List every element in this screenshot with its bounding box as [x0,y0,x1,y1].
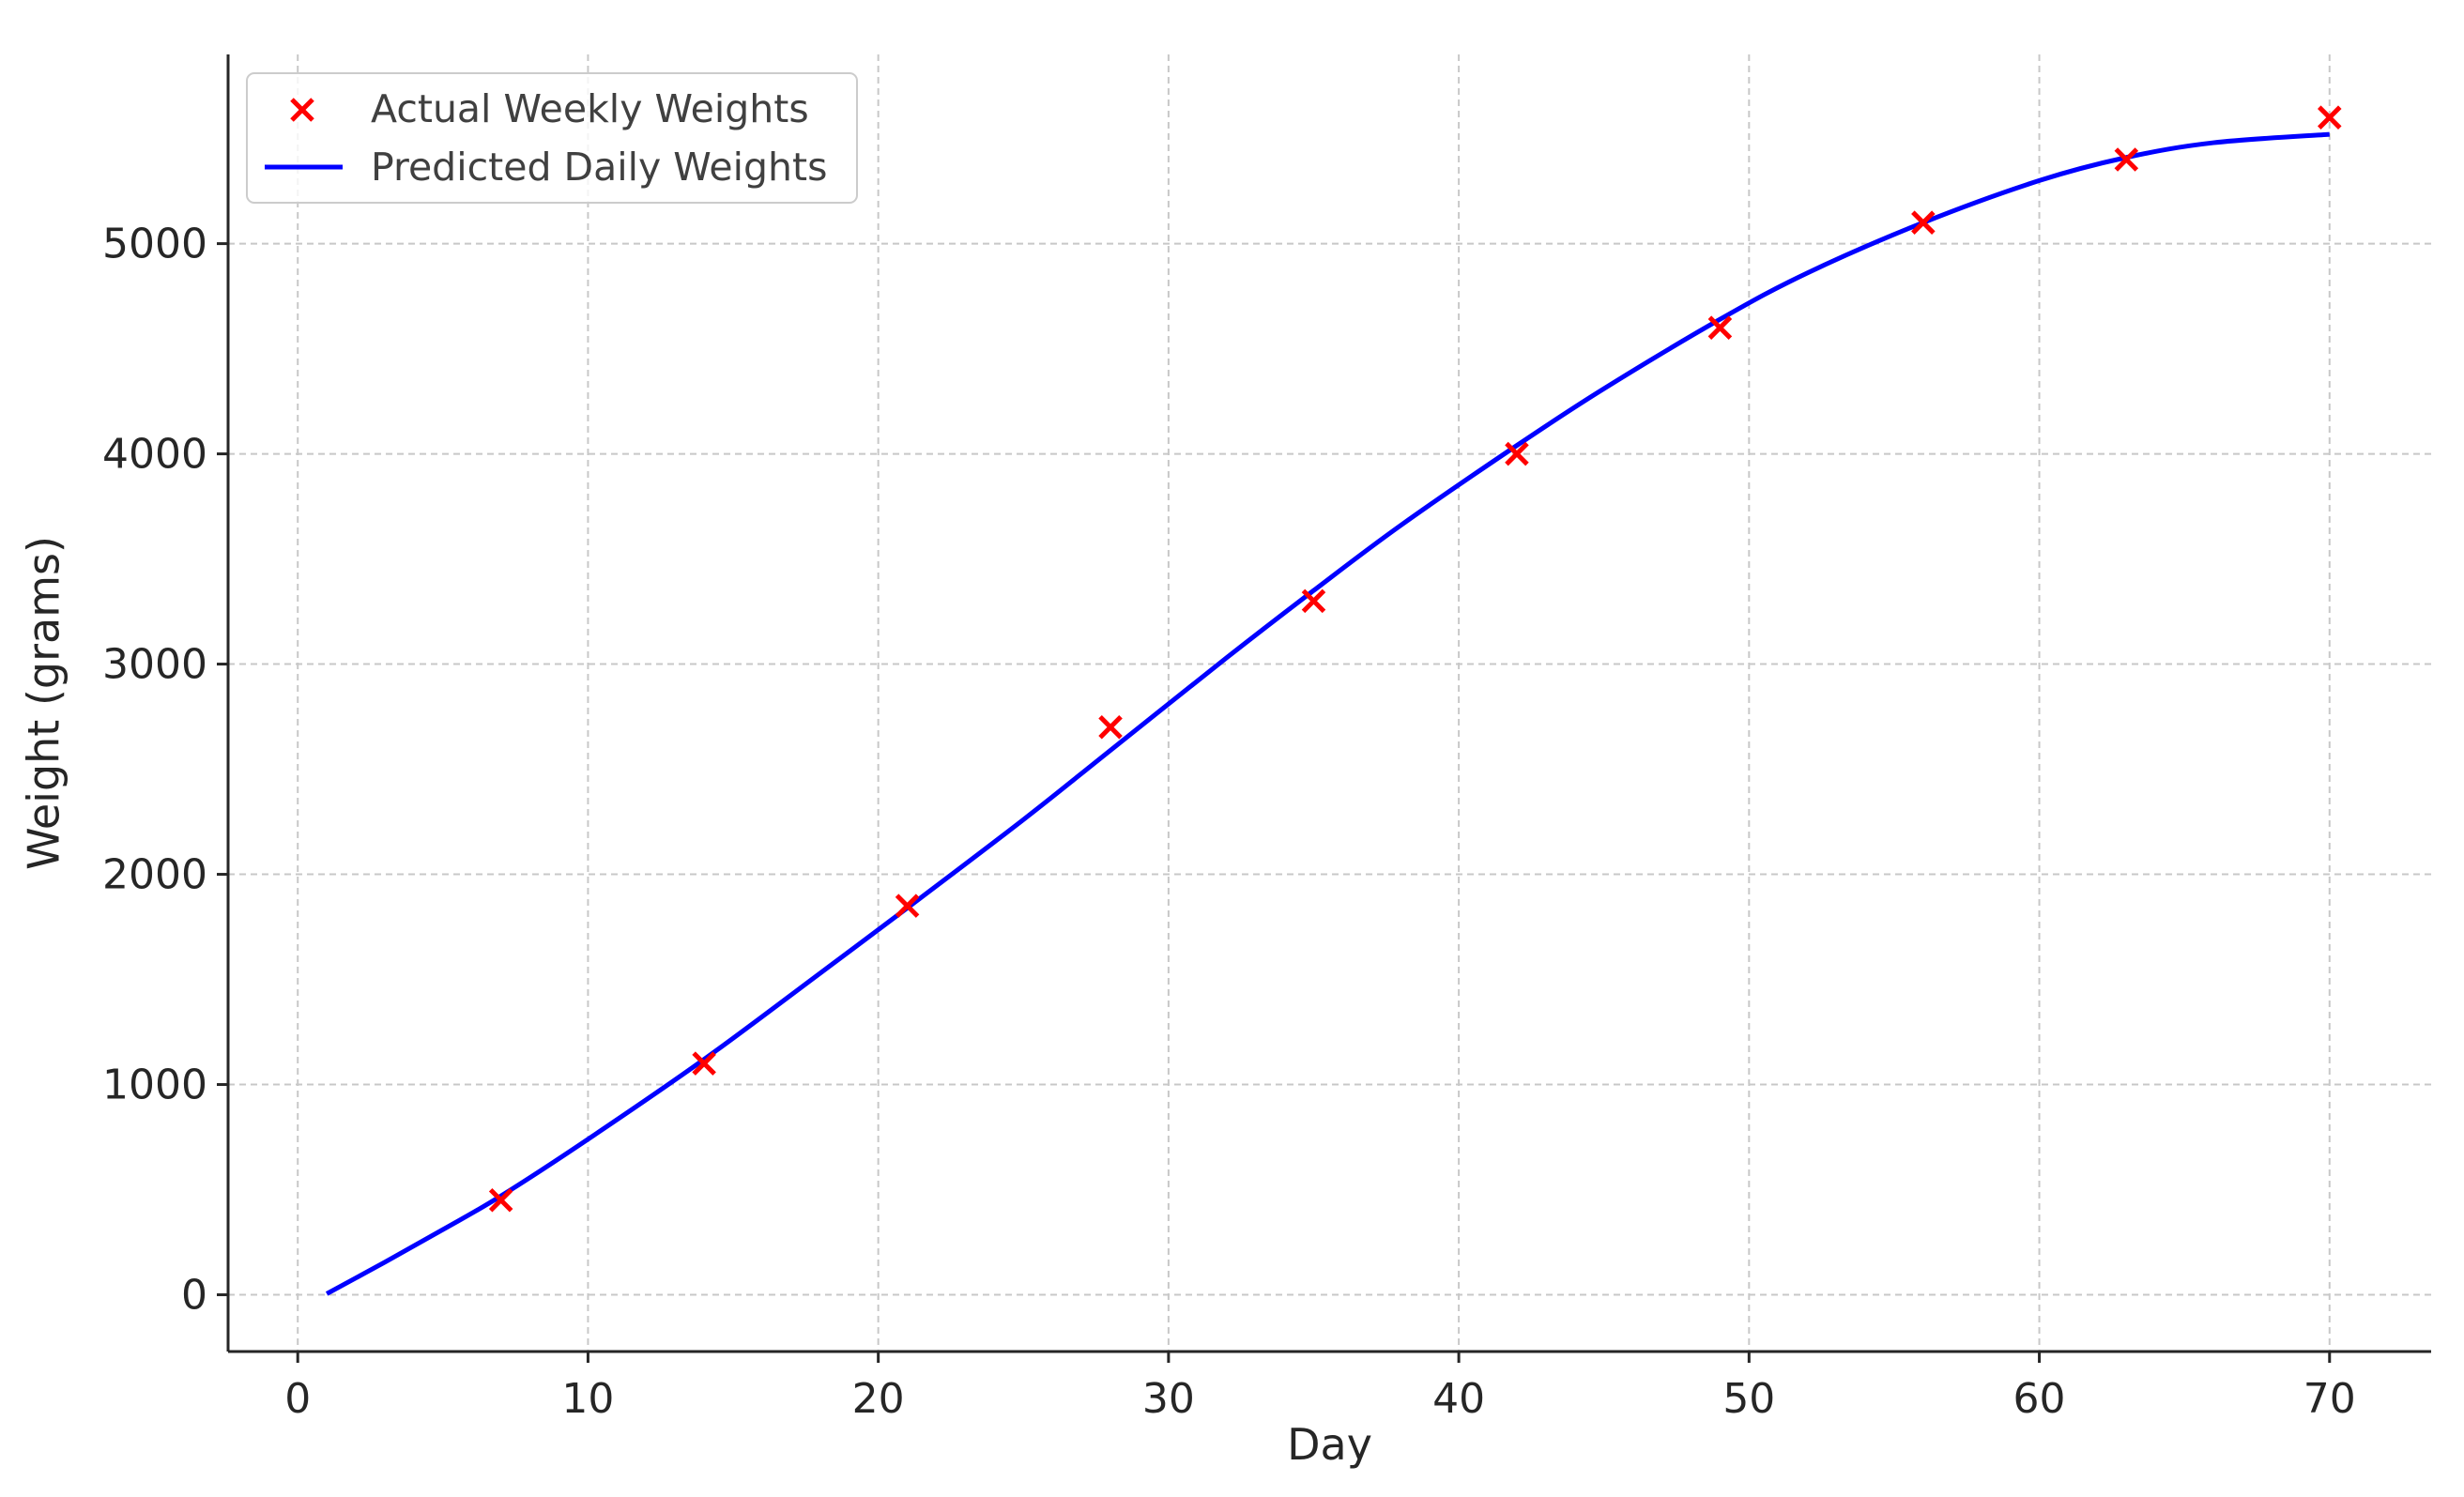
legend-label-predicted-daily-weights: Predicted Daily Weights [371,145,827,190]
actual-weight-point [488,1187,513,1213]
x-tick-label: 60 [2013,1375,2066,1423]
x-tick-label: 50 [1722,1375,1775,1423]
legend: Actual Weekly Weights Predicted Daily We… [246,72,858,204]
actual-weight-point [1707,315,1733,340]
y-tick-label: 5000 [102,221,207,268]
y-tick-label: 2000 [102,851,207,899]
x-tick-label: 10 [561,1375,614,1423]
actual-weight-point [692,1051,716,1076]
actual-weight-point [2318,105,2342,130]
predicted-daily-weights-line [325,131,2330,1296]
y-tick-label: 1000 [102,1062,207,1109]
y-axis-label: Weight (grams) [19,536,69,870]
x-tick-label: 70 [2303,1375,2356,1423]
actual-weight-point [1505,441,1529,466]
legend-marker-actual-weekly-weights [290,98,314,122]
legend-label-actual-weekly-weights: Actual Weekly Weights [371,86,809,131]
x-tick-label: 40 [1432,1375,1485,1423]
x-tick-label: 30 [1142,1375,1195,1423]
x-tick-label: 0 [284,1375,311,1423]
actual-weight-point [1098,714,1123,740]
y-tick-label: 0 [181,1272,207,1320]
actual-weight-point [895,894,920,918]
y-tick-label: 3000 [102,641,207,689]
ticks: 0 10 20 30 40 50 60 70 0 1000 2000 3000 4000 5000 [102,221,2356,1423]
legend-box [246,72,858,204]
actual-weight-point [1911,210,1936,235]
x-axis-label: Day [1287,1419,1372,1470]
axes [226,54,2431,1353]
grid [228,54,2431,1352]
series [325,105,2342,1296]
actual-weight-point [2114,147,2139,172]
x-tick-label: 20 [852,1375,905,1423]
actual-weight-point [1301,588,1326,614]
y-tick-label: 4000 [102,431,207,479]
